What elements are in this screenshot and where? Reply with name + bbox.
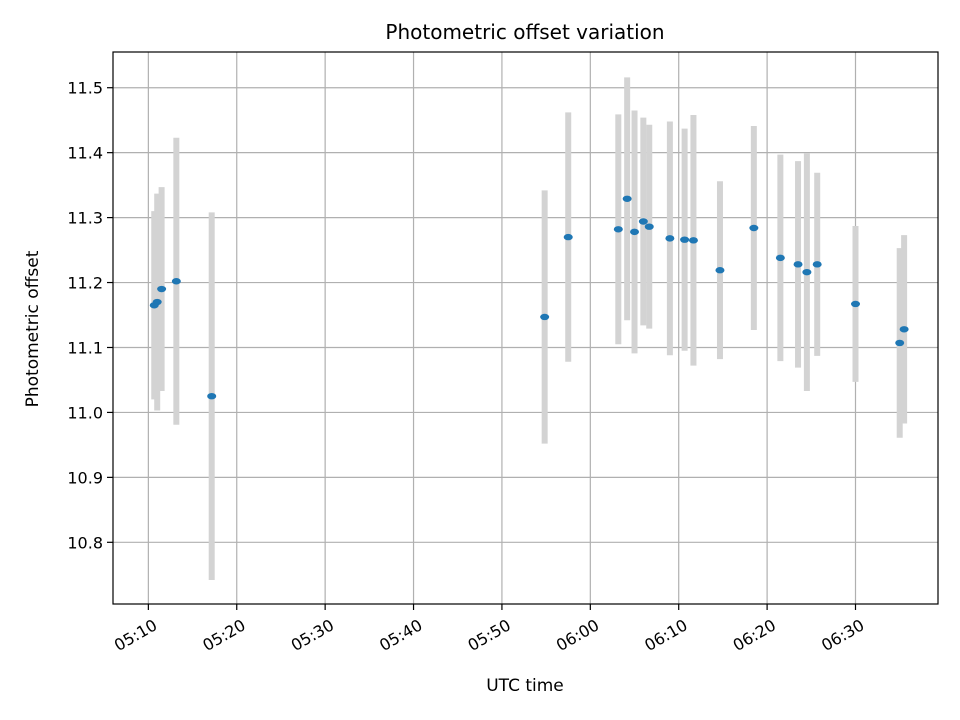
x-tick-label: 05:10	[111, 615, 160, 655]
data-point	[622, 195, 632, 202]
data-point	[895, 339, 905, 347]
y-tick-label: 11.0	[67, 403, 103, 422]
y-tick-label: 11.3	[67, 209, 103, 228]
y-axis-ticks: 10.8 10.9 11.0 11.1 11.2 11.3 11.4 11.5	[67, 79, 113, 552]
y-tick-label: 11.5	[67, 79, 103, 98]
data-point	[775, 254, 785, 262]
data-point	[152, 298, 162, 306]
data-point	[630, 228, 640, 236]
data-point	[812, 261, 822, 268]
data-point	[207, 392, 217, 400]
x-tick-label: 06:30	[818, 615, 867, 655]
data-point	[688, 237, 698, 244]
data-point	[793, 261, 803, 268]
data-points	[149, 195, 909, 400]
data-point	[157, 285, 167, 293]
data-point	[851, 300, 860, 308]
x-tick-label: 05:20	[199, 615, 248, 655]
y-tick-label: 10.8	[67, 533, 103, 552]
x-tick-label: 06:20	[730, 615, 779, 655]
data-point	[899, 326, 909, 333]
x-tick-label: 05:40	[376, 615, 425, 655]
data-point	[563, 233, 573, 241]
x-tick-label: 06:00	[553, 615, 602, 655]
data-point	[638, 218, 648, 225]
plot-frame	[112, 51, 939, 605]
y-axis-label: Photometric offset	[23, 250, 43, 407]
data-point	[802, 268, 812, 276]
x-tick-label: 06:10	[641, 615, 690, 655]
x-axis-label: UTC time	[486, 676, 564, 696]
data-point	[644, 223, 654, 230]
data-point	[171, 278, 181, 285]
data-point	[540, 313, 550, 321]
x-tick-label: 05:30	[288, 615, 337, 655]
data-point	[715, 267, 725, 274]
x-gridlines	[147, 52, 857, 604]
data-point	[665, 235, 675, 242]
data-point	[613, 226, 623, 233]
x-axis-ticks: 05:10 05:20 05:30 05:40 05:50 06:00 06:10 06:20…	[111, 604, 868, 655]
data-point	[680, 236, 690, 243]
y-tick-label: 11.1	[67, 338, 103, 357]
x-tick-label: 05:50	[464, 615, 513, 655]
y-tick-label: 11.2	[67, 274, 103, 293]
y-tick-label: 10.9	[67, 468, 103, 487]
y-tick-label: 11.4	[67, 144, 103, 163]
chart-title: Photometric offset variation	[385, 20, 664, 44]
data-point	[749, 224, 759, 232]
